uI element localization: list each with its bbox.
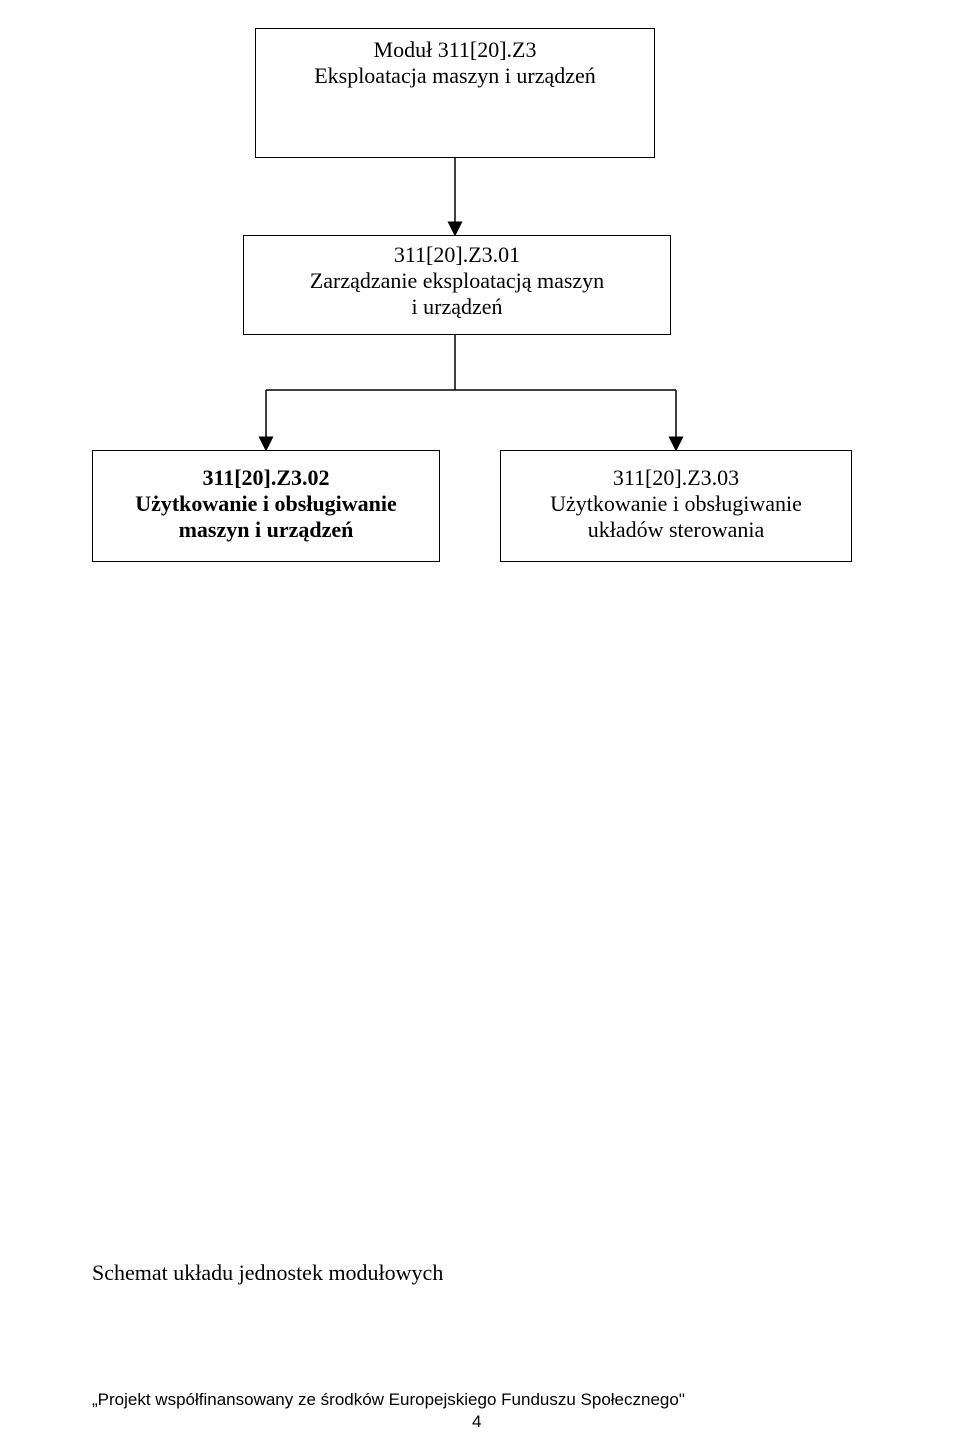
node-mid-line2: Zarządzanie eksploatacją maszyn	[244, 268, 670, 294]
node-left-line1: 311[20].Z3.02	[93, 465, 439, 491]
node-right-line2: Użytkowanie i obsługiwanie	[501, 491, 851, 517]
node-right-line3: układów sterowania	[501, 517, 851, 543]
node-left-line2: Użytkowanie i obsługiwanie	[93, 491, 439, 517]
footer-text: „Projekt współfinansowany ze środków Eur…	[92, 1390, 685, 1410]
node-right-line1: 311[20].Z3.03	[501, 465, 851, 491]
connectors	[0, 0, 960, 1453]
node-left: 311[20].Z3.02 Użytkowanie i obsługiwanie…	[92, 450, 440, 562]
node-left-line3: maszyn i urządzeń	[93, 517, 439, 543]
node-top-line1: Moduł 311[20].Z3	[256, 37, 654, 63]
node-mid-line3: i urządzeń	[244, 294, 670, 320]
node-right: 311[20].Z3.03 Użytkowanie i obsługiwanie…	[500, 450, 852, 562]
node-top-line2: Eksploatacja maszyn i urządzeń	[256, 63, 654, 89]
caption: Schemat układu jednostek modułowych	[92, 1260, 443, 1286]
node-mid-line1: 311[20].Z3.01	[244, 242, 670, 268]
page-number: 4	[472, 1412, 481, 1432]
node-mid: 311[20].Z3.01 Zarządzanie eksploatacją m…	[243, 235, 671, 335]
page: Moduł 311[20].Z3 Eksploatacja maszyn i u…	[0, 0, 960, 1453]
node-top: Moduł 311[20].Z3 Eksploatacja maszyn i u…	[255, 28, 655, 158]
